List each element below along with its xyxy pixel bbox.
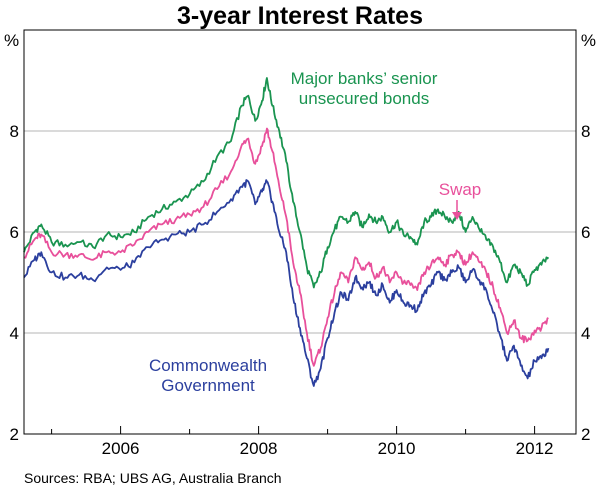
y-tick-label-right: 6 bbox=[581, 223, 590, 242]
series-label-0: Major banks’ senior bbox=[291, 69, 438, 88]
series-line-0 bbox=[23, 77, 550, 289]
y-tick-label-right: 4 bbox=[581, 324, 590, 343]
series-line-2 bbox=[23, 179, 550, 387]
x-tick-label-2008: 2008 bbox=[240, 439, 278, 458]
x-tick-label-2006: 2006 bbox=[102, 439, 140, 458]
right-axis-unit: % bbox=[581, 31, 596, 50]
y-tick-label-left: 6 bbox=[10, 223, 19, 242]
series-label-2: Government bbox=[161, 376, 255, 395]
series-lines bbox=[23, 77, 550, 387]
swap-arrow-head bbox=[452, 212, 462, 220]
source-note: Sources: RBA; UBS AG, Australia Branch bbox=[24, 470, 282, 486]
x-tick-label-2010: 2010 bbox=[378, 439, 416, 458]
series-label-2: Commonwealth bbox=[149, 356, 267, 375]
plot-frame bbox=[23, 29, 577, 435]
y-tick-label-right: 8 bbox=[581, 122, 590, 141]
y-tick-label-right: 2 bbox=[581, 425, 590, 444]
y-tick-label-left: 8 bbox=[10, 122, 19, 141]
y-tick-label-left: 4 bbox=[10, 324, 19, 343]
left-axis-unit: % bbox=[4, 31, 19, 50]
axis-ticks: 2 2 4 4 6 6 8 8 2006 2008 2010 2012 bbox=[10, 122, 591, 458]
y-tick-label-left: 2 bbox=[10, 425, 19, 444]
chart-title: 3-year Interest Rates bbox=[177, 2, 423, 30]
series-label-1: Swap bbox=[439, 180, 482, 199]
series-label-0: unsecured bonds bbox=[299, 89, 429, 108]
series-line-1 bbox=[23, 127, 549, 367]
x-tick-label-2012: 2012 bbox=[516, 439, 554, 458]
